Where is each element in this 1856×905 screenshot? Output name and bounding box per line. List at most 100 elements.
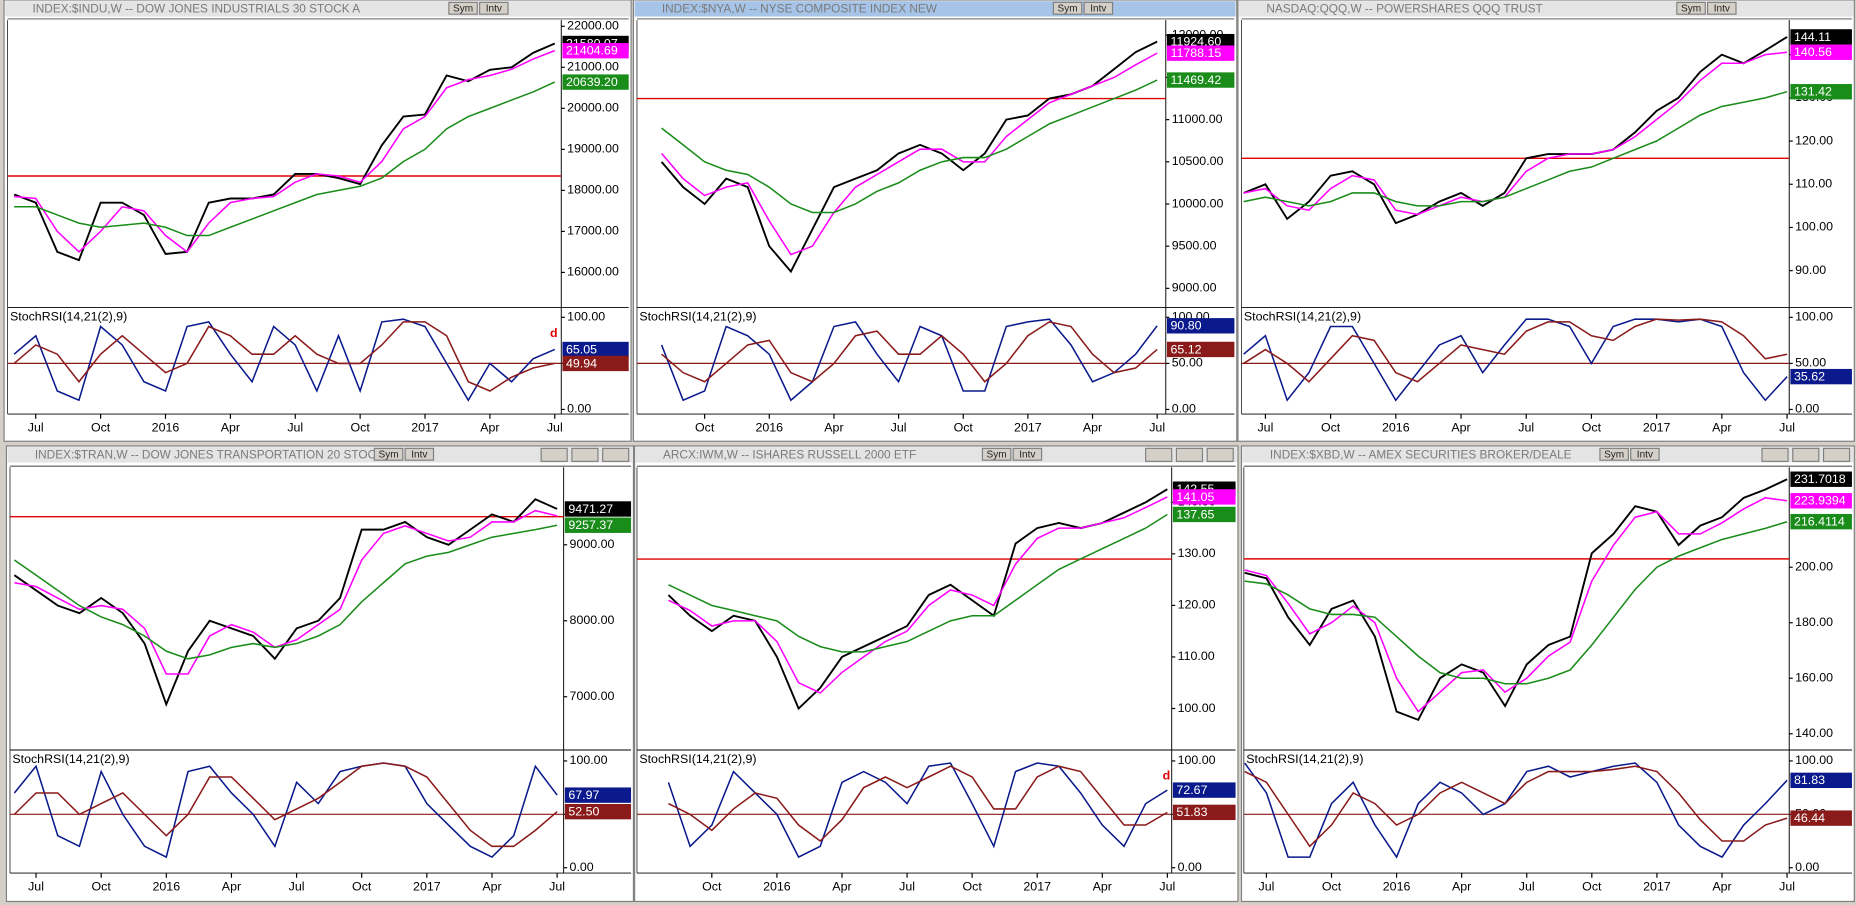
panel (632, 0, 1238, 442)
y-tick-label: 0.00 (1795, 402, 1819, 416)
x-tick-label: 2016 (152, 421, 180, 435)
series-line (668, 765, 1168, 843)
x-tick-label: 2017 (1023, 880, 1051, 894)
x-tick-label: Jul (1257, 421, 1273, 435)
minimize-button[interactable] (1145, 447, 1173, 462)
x-tick-label: Jul (1779, 880, 1795, 894)
panel-title: INDEX:$XBD,W -- AMEX SECURITIES BROKER/D… (1270, 448, 1572, 462)
toolbar-button[interactable] (1083, 1, 1114, 15)
x-tick-label: Jul (28, 880, 44, 894)
y-tick-label: 10000.00 (1172, 196, 1224, 210)
toolbar-button[interactable] (1012, 447, 1043, 461)
stoch-title: StochRSI(14,21(2),9) (10, 309, 127, 323)
value-tag (562, 355, 629, 372)
value-tag-label: 223.9394 (1794, 494, 1846, 508)
x-tick-label: Jul (547, 421, 563, 435)
value-tag (562, 42, 629, 59)
value-tag (1166, 318, 1235, 334)
toolbar-button-label: Sym (1604, 450, 1624, 461)
toolbar-button-label: Intv (411, 450, 427, 461)
series-line (13, 762, 558, 848)
maximize-button[interactable] (1792, 447, 1820, 462)
toolbar-button[interactable] (373, 447, 404, 461)
toolbar-button[interactable] (1599, 447, 1629, 461)
y-tick-label: 0.00 (1178, 860, 1202, 874)
maximize-button[interactable] (571, 447, 599, 462)
value-tag-label: 9471.27 (568, 502, 613, 516)
toolbar-button[interactable] (448, 1, 478, 15)
y-tick-label: 100.00 (570, 753, 608, 767)
x-tick-label: Apr (1093, 880, 1112, 894)
x-tick-label: Oct (92, 880, 112, 894)
x-tick-label: Apr (1451, 421, 1470, 435)
value-tag-label: 137.65 (1176, 507, 1214, 521)
minimize-button[interactable] (1761, 447, 1789, 462)
x-tick-label: Apr (221, 421, 240, 435)
value-tag-label: 90.80 (1171, 319, 1202, 333)
y-tick-label: 11000.00 (1172, 112, 1223, 126)
value-tag (1166, 341, 1235, 358)
value-tag (1172, 782, 1236, 798)
x-tick-label: 2017 (1643, 880, 1671, 894)
value-tag (1172, 489, 1236, 505)
x-tick-label: 2016 (1382, 421, 1410, 435)
value-tag-label: 11469.42 (1171, 73, 1222, 87)
value-tag-label: 20639.20 (566, 75, 618, 89)
toolbar-button[interactable] (1052, 1, 1083, 15)
y-tick-label: 120.00 (1178, 598, 1216, 612)
value-tag-label: 144.11 (1794, 30, 1831, 44)
maximize-button[interactable] (1175, 447, 1204, 462)
value-tag-label: 216.4114 (1794, 515, 1845, 529)
x-tick-label: 2017 (1014, 421, 1042, 435)
y-tick-label: 21000.00 (567, 60, 619, 74)
x-tick-label: 2016 (153, 880, 181, 894)
series-line (1244, 762, 1788, 859)
toolbar-button[interactable] (981, 447, 1012, 461)
value-tag-label: 65.05 (566, 342, 597, 356)
x-tick-label: Apr (222, 880, 241, 894)
y-tick-label: 130.00 (1178, 546, 1216, 560)
value-tag (562, 341, 629, 358)
close-button[interactable] (602, 447, 630, 462)
x-tick-label: Oct (1321, 421, 1341, 435)
x-tick-label: Jul (1518, 421, 1534, 435)
y-tick-label: 10500.00 (1172, 154, 1224, 168)
toolbar-button-label: Sym (453, 4, 473, 15)
x-tick-label: Jul (28, 421, 44, 435)
series-line (1243, 90, 1788, 207)
value-tag (564, 501, 632, 517)
y-tick-label: 0.00 (1172, 402, 1196, 416)
y-tick-label: 100.00 (1795, 310, 1833, 324)
toolbar-button[interactable] (1630, 447, 1660, 461)
x-tick-label: Oct (1322, 880, 1342, 894)
y-tick-label: 19000.00 (567, 142, 619, 156)
y-tick-label: 180.00 (1795, 615, 1833, 629)
toolbar-button[interactable] (1676, 1, 1706, 15)
value-tag-label: 9257.37 (568, 518, 613, 532)
x-tick-label: 2017 (413, 880, 441, 894)
series-line (667, 762, 1168, 859)
toolbar-button[interactable] (404, 447, 435, 461)
toolbar-button-label: Intv (1637, 450, 1653, 461)
panel-title: INDEX:$TRAN,W -- DOW JONES TRANSPORTATIO… (35, 448, 377, 462)
toolbar-button[interactable] (1707, 1, 1737, 15)
close-button[interactable] (1206, 447, 1234, 462)
x-tick-label: 2017 (411, 421, 439, 435)
y-tick-label: 90.00 (1795, 263, 1826, 277)
y-tick-label: 100.00 (1178, 753, 1216, 767)
close-button[interactable] (1822, 447, 1851, 462)
stoch-title: StochRSI(14,21(2),9) (639, 309, 756, 323)
series-line (1243, 318, 1788, 383)
x-tick-label: Apr (824, 421, 843, 435)
x-tick-label: 2016 (755, 421, 783, 435)
x-tick-label: Oct (695, 421, 715, 435)
series-line (1244, 497, 1788, 713)
y-tick-label: 100.00 (1795, 753, 1833, 767)
minimize-button[interactable] (540, 447, 568, 462)
toolbar-button[interactable] (479, 1, 509, 15)
y-tick-label: 9500.00 (1172, 238, 1217, 252)
title-bar (1242, 447, 1854, 463)
x-tick-label: Oct (352, 880, 372, 894)
value-tag-label: 21404.69 (566, 44, 618, 58)
series-line (13, 524, 558, 660)
